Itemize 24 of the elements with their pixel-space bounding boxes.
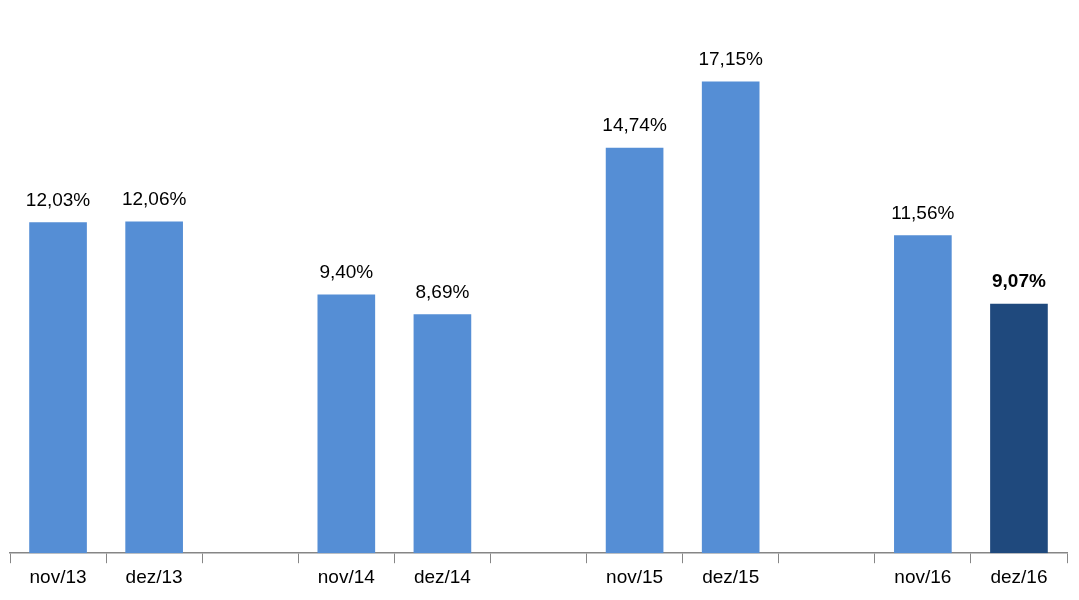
data-label: 9,07% [992,270,1046,292]
x-tick-label: dez/16 [990,565,1048,587]
data-label: 17,15% [698,48,763,70]
bar [701,81,760,554]
data-label: 11,56% [891,201,955,223]
bar [605,147,664,554]
x-tick-label: dez/15 [702,565,760,587]
bar [125,221,183,554]
bar [894,235,952,554]
x-tick-label: dez/14 [413,565,472,587]
x-tick-label: nov/13 [29,565,87,587]
bar [317,294,376,554]
data-label: 14,74% [602,114,667,136]
bar [413,314,472,554]
data-label: 12,03% [25,188,91,210]
x-tick-label: nov/16 [894,565,952,587]
data-label: 9,40% [319,261,374,283]
data-label: 8,69% [415,280,470,302]
bar [29,222,87,554]
bar [990,303,1048,554]
x-tick-label: nov/15 [606,565,664,587]
data-label: 12,06% [121,188,187,210]
x-tick-label: dez/13 [125,565,183,587]
x-tick-label: nov/14 [317,565,376,587]
